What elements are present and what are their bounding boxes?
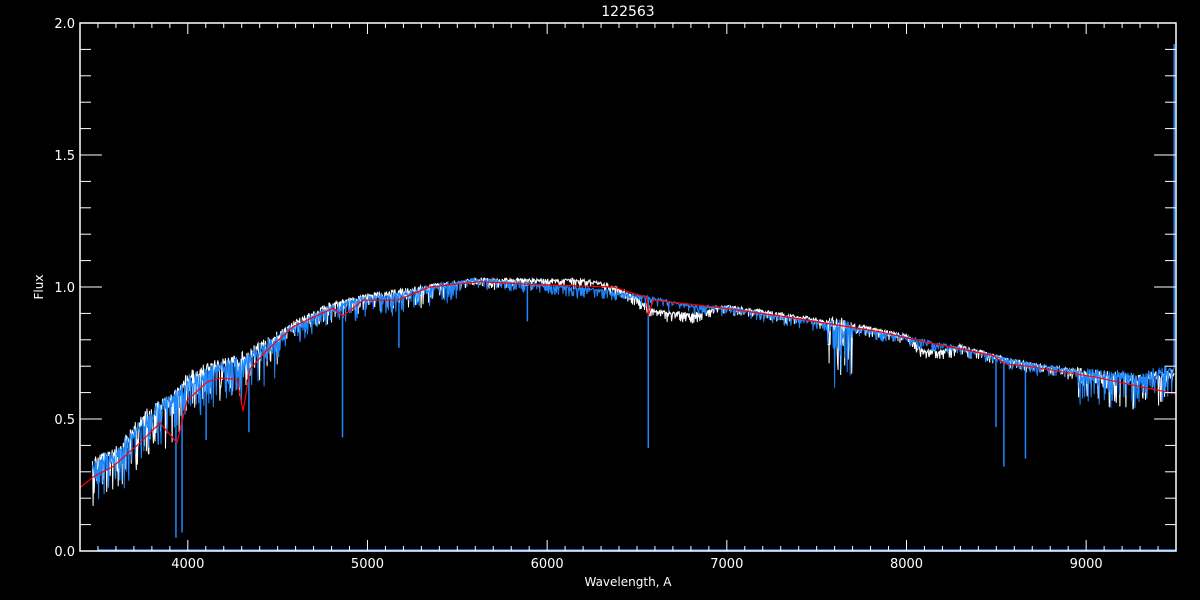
white-spectrum-line: [92, 276, 1175, 507]
blue-spectrum-line: [92, 277, 1175, 500]
y-tick-label: 0.0: [54, 545, 75, 560]
chart-title: 122563: [601, 4, 654, 20]
x-axis-label: Wavelength, A: [584, 575, 672, 589]
y-tick-label: 1.0: [54, 281, 75, 296]
plot-area: [79, 44, 1177, 551]
x-tick-label: 6000: [531, 557, 564, 572]
red-model-line: [79, 281, 1177, 489]
x-tick-label: 5000: [351, 557, 384, 572]
x-tick-label: 4000: [171, 557, 204, 572]
y-tick-label: 0.5: [54, 413, 75, 428]
axes: [79, 22, 1177, 552]
plot-frame: [79, 22, 1177, 552]
x-tick-label: 8000: [890, 557, 923, 572]
x-tick-label: 7000: [710, 557, 743, 572]
y-tick-label: 2.0: [54, 17, 75, 32]
x-tick-label: 9000: [1070, 557, 1103, 572]
y-axis-label: Flux: [32, 275, 46, 300]
tick-labels: 4000 5000 6000 7000 8000 9000 0.0 0.5 1.0 1.5 2.0: [54, 17, 1102, 572]
y-tick-label: 1.5: [54, 149, 75, 164]
